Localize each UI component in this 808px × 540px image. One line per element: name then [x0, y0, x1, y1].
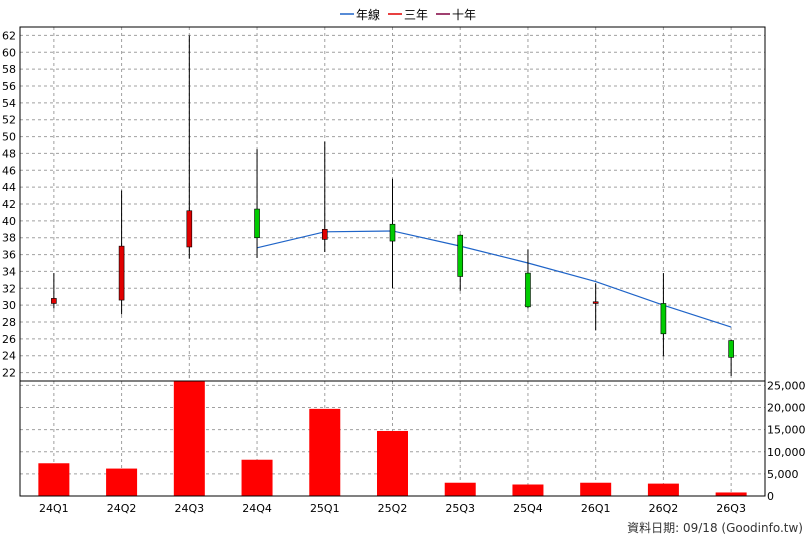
- year-line-series: [256, 230, 732, 328]
- plot-frames: [19, 26, 766, 497]
- price-tick-label: 32: [2, 282, 16, 295]
- price-tick-label: 44: [2, 181, 16, 194]
- price-tick-label: 50: [2, 131, 16, 144]
- price-axis-ticks: 22 24 26 28 30 32 34 36 38 40 42 44 46 48 50 52 54 56 58 60…: [2, 29, 16, 379]
- legend: 年線 三年 十年: [340, 7, 476, 22]
- candle-body: [254, 208, 260, 239]
- x-tick-label: 25Q1: [310, 502, 340, 515]
- legend-label-1: 三年: [404, 8, 428, 22]
- candle-body: [186, 210, 193, 248]
- x-tick-label: 24Q3: [174, 502, 204, 515]
- price-tick-label: 62: [2, 29, 16, 42]
- x-tick-label: 25Q2: [378, 502, 408, 515]
- price-tick-label: 56: [2, 80, 16, 93]
- candle-body: [592, 301, 599, 304]
- volume-bar: [647, 483, 679, 496]
- price-tick-label: 38: [2, 232, 16, 245]
- price-tick-label: 34: [2, 265, 16, 278]
- candlestick-series: [51, 35, 734, 376]
- candle-body: [728, 340, 734, 358]
- price-tick-label: 36: [2, 249, 16, 262]
- price-tick-label: 22: [2, 367, 16, 380]
- x-tick-label: 25Q4: [513, 502, 543, 515]
- price-tick-label: 48: [2, 147, 16, 160]
- x-tick-label: 26Q3: [716, 502, 746, 515]
- price-tick-label: 26: [2, 333, 16, 346]
- volume-bar: [241, 459, 273, 496]
- candle-body: [660, 303, 667, 335]
- x-tick-label: 24Q1: [39, 502, 69, 515]
- legend-label-0: 年線: [356, 7, 380, 22]
- volume-bars: [38, 381, 747, 496]
- x-tick-label: 26Q2: [649, 502, 679, 515]
- x-tick-label: 26Q1: [581, 502, 611, 515]
- price-tick-label: 60: [2, 46, 16, 59]
- volume-bar: [580, 482, 612, 496]
- price-tick-label: 46: [2, 164, 16, 177]
- volume-bar: [444, 482, 476, 496]
- volume-bar: [715, 492, 747, 496]
- volume-tick-label: 10,000: [767, 446, 806, 459]
- volume-tick-label: 0: [767, 490, 774, 503]
- candle-body: [51, 298, 57, 304]
- price-tick-label: 42: [2, 198, 16, 211]
- candle-body: [457, 234, 464, 277]
- volume-axis-ticks: 0 5,000 10,000 15,000 20,000 25,000: [767, 379, 806, 503]
- volume-panel-frame: [19, 380, 766, 497]
- price-tick-label: 58: [2, 63, 16, 76]
- candle-body: [389, 223, 396, 242]
- x-tick-label: 24Q4: [242, 502, 272, 515]
- volume-bar: [512, 484, 544, 496]
- volume-tick-label: 25,000: [767, 379, 806, 392]
- candle-body: [118, 245, 125, 301]
- x-tick-label: 25Q3: [445, 502, 475, 515]
- x-axis-ticks: 24Q1 24Q2 24Q3 24Q4 25Q1 25Q2 25Q3 25Q4 26Q1 26Q2…: [39, 502, 746, 515]
- volume-bar: [309, 408, 341, 496]
- volume-bar: [38, 463, 70, 496]
- price-tick-label: 28: [2, 316, 16, 329]
- volume-tick-label: 15,000: [767, 424, 806, 437]
- volume-tick-label: 5,000: [767, 468, 799, 481]
- volume-bar: [106, 468, 138, 496]
- volume-tick-label: 20,000: [767, 402, 806, 415]
- price-tick-label: 54: [2, 97, 16, 110]
- volume-bar: [173, 381, 205, 496]
- volume-bar: [377, 430, 408, 496]
- legend-label-2: 十年: [452, 8, 476, 22]
- price-tick-label: 52: [2, 114, 16, 127]
- price-tick-label: 24: [2, 350, 16, 363]
- price-tick-label: 30: [2, 299, 16, 312]
- year-line: [256, 230, 732, 328]
- source-footer: 資料日期: 09/18 (Goodinfo.tw): [627, 521, 803, 535]
- candle-body: [525, 272, 531, 308]
- candle-body: [321, 228, 328, 240]
- price-tick-label: 40: [2, 215, 16, 228]
- x-tick-label: 24Q2: [107, 502, 137, 515]
